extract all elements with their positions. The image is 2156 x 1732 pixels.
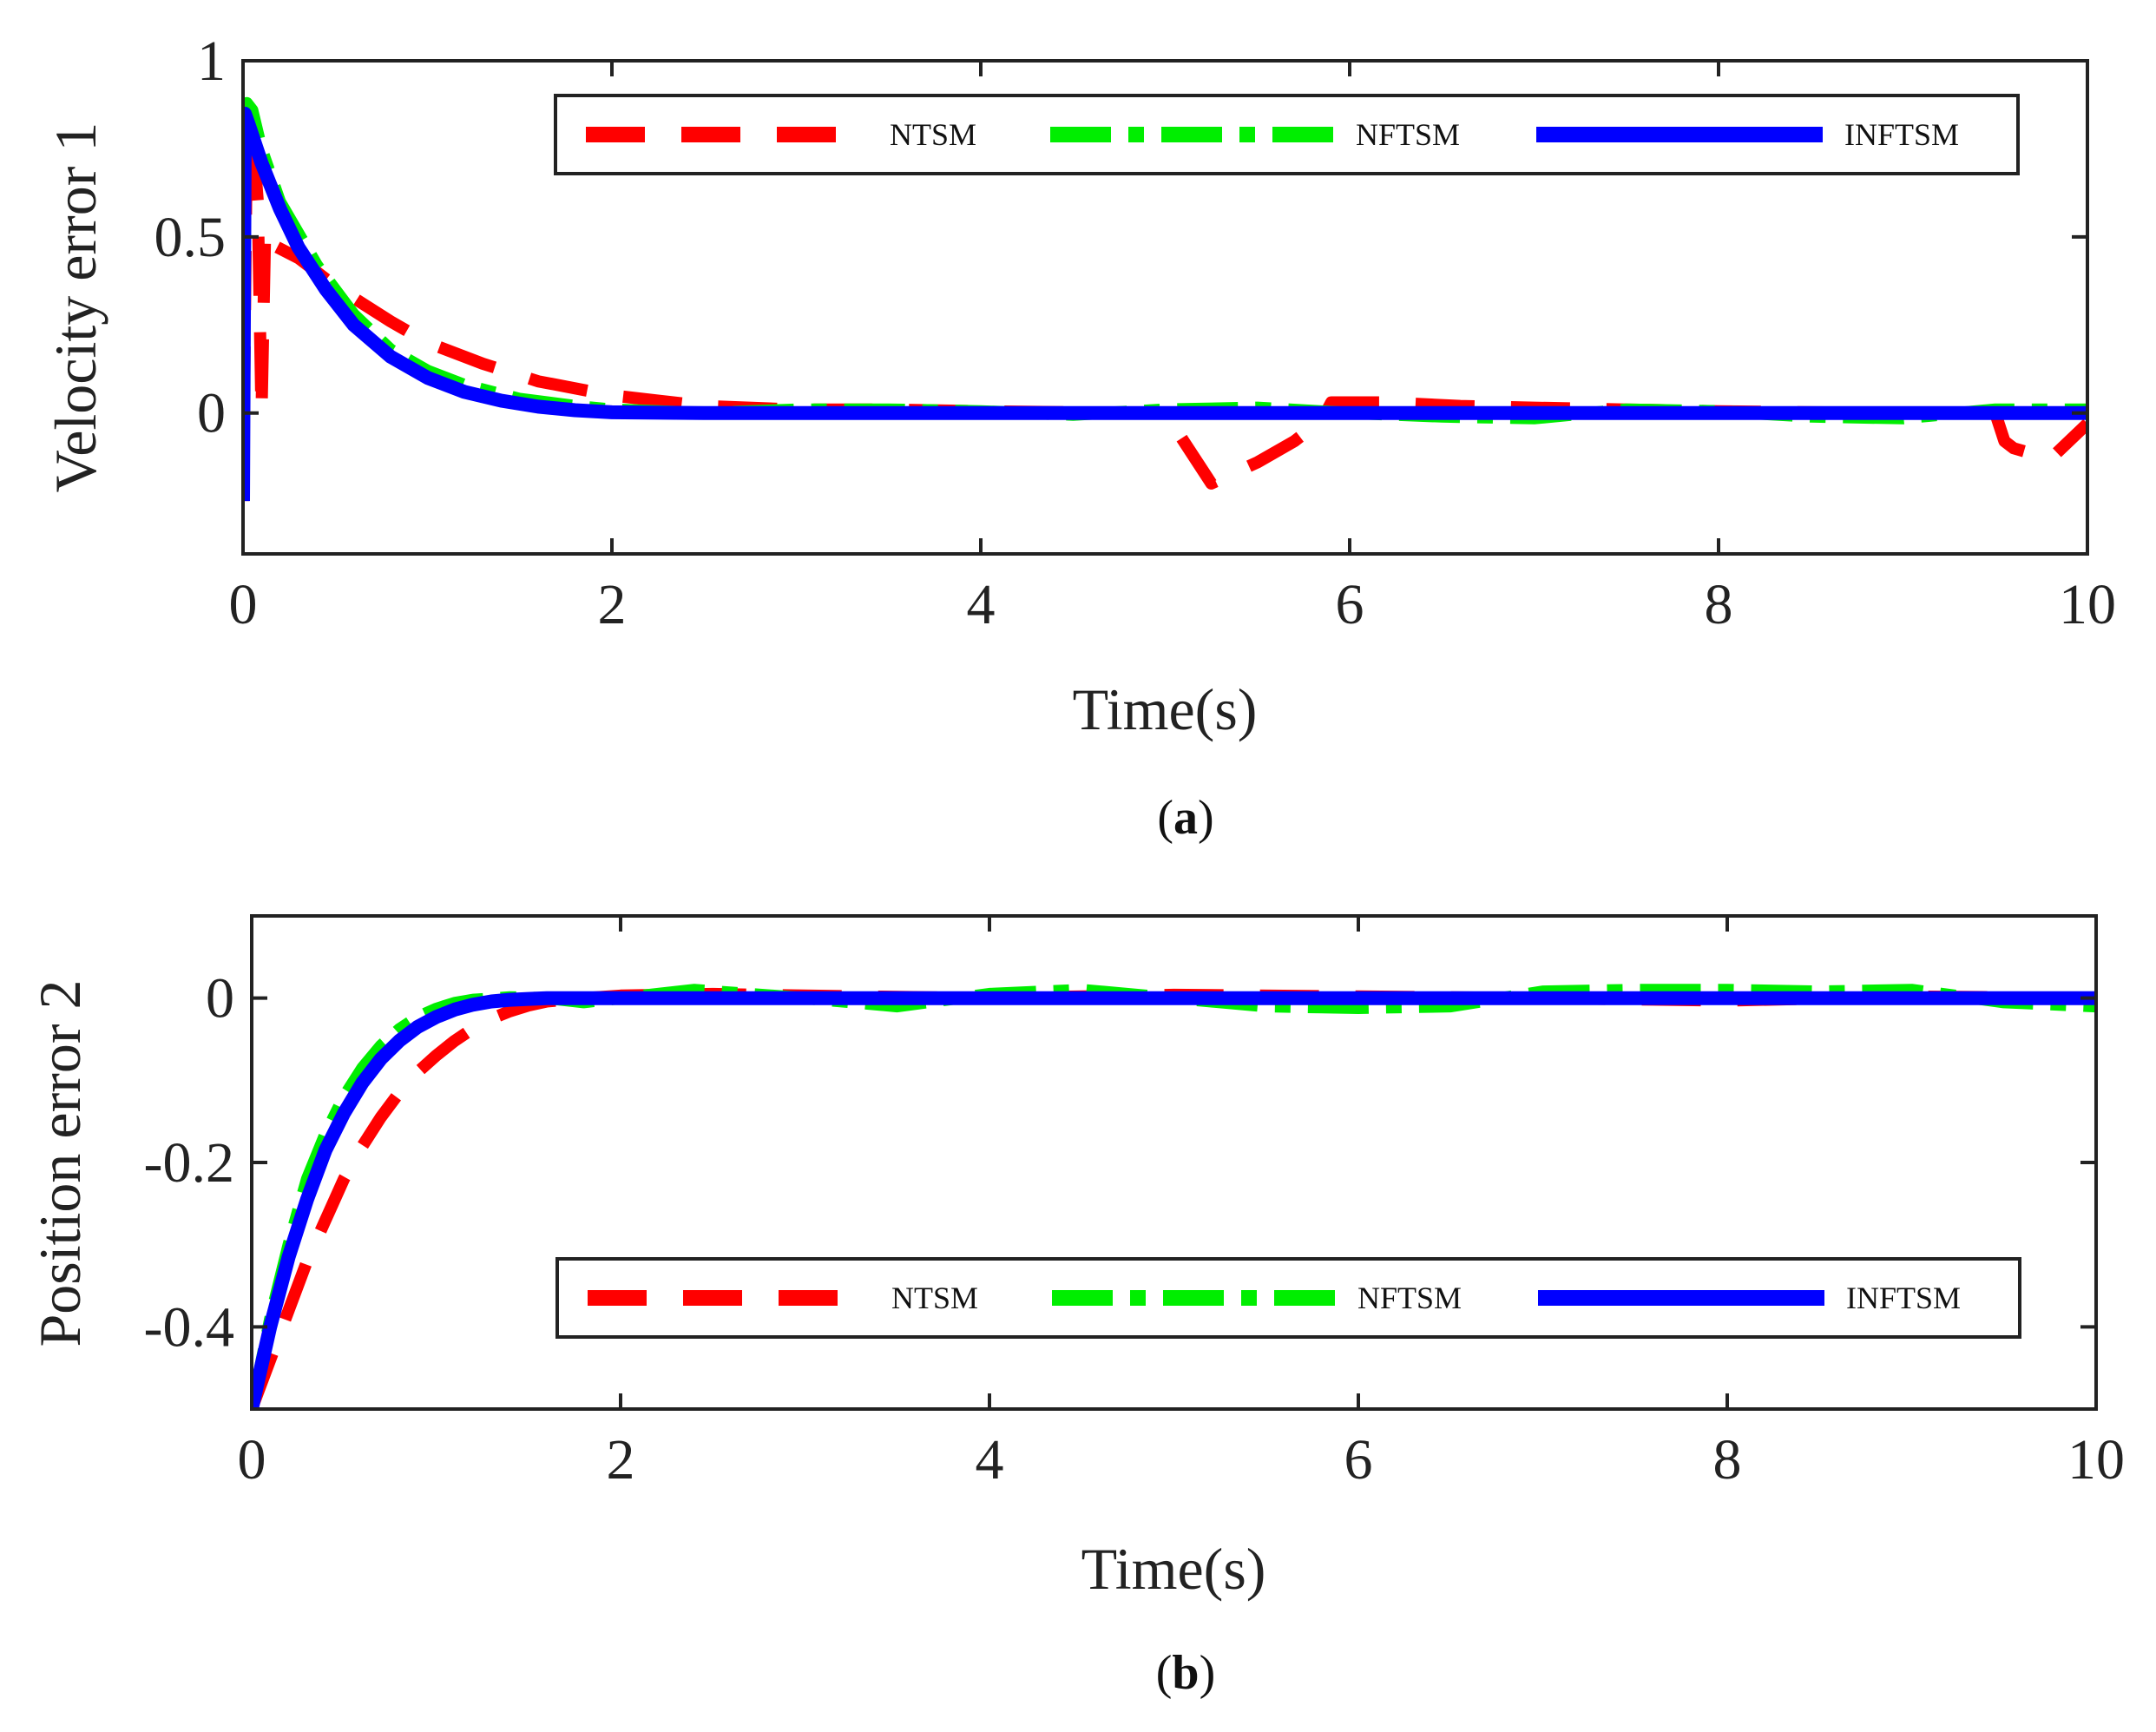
series-line-nftsm-b — [252, 984, 2096, 1409]
x-tick-label-a: 8 — [1705, 573, 1733, 636]
y-tick-label-a: 1 — [197, 30, 226, 93]
chart-velocity-error-1: 0 2 4 6 8 10 0 0.5 1 Time(s) Velocity error 1 NT… — [43, 30, 2116, 845]
x-tick-label-a: 2 — [598, 573, 627, 636]
y-tick-label-b: -0.2 — [144, 1131, 234, 1195]
series-line-ntsm-b — [252, 987, 2096, 1409]
x-tick-label-b: 6 — [1344, 1428, 1373, 1492]
x-axis-label-a: Time(s) — [1073, 676, 1258, 742]
legend-label-nftsm-a: NFTSM — [1356, 117, 1460, 152]
legend-label-inftsm-a: INFTSM — [1844, 117, 1959, 152]
series-line-inftsm-b — [252, 991, 2096, 1409]
x-tick-label-b: 8 — [1713, 1428, 1742, 1492]
y-tick-label-b: 0 — [206, 967, 234, 1031]
x-tick-label-b: 4 — [976, 1428, 1004, 1492]
x-tick-label-a: 10 — [2059, 573, 2116, 636]
y-tick-label-a: 0.5 — [154, 206, 227, 269]
y-tick-label-b: -0.4 — [144, 1295, 234, 1359]
legend-label-nftsm-b: NFTSM — [1357, 1281, 1462, 1315]
legend-label-inftsm-b: INFTSM — [1846, 1281, 1961, 1315]
x-tick-label-a: 4 — [967, 573, 996, 636]
caption-a: (a) — [1157, 791, 1213, 845]
x-tick-label-a: 0 — [229, 573, 258, 636]
x-tick-label-b: 2 — [607, 1428, 635, 1492]
y-axis-label-b: Position error 2 — [27, 979, 93, 1347]
legend-label-ntsm-a: NTSM — [890, 117, 976, 152]
legend-b: NTSM NFTSM INFTSM — [555, 1257, 2021, 1339]
x-axis-label-b: Time(s) — [1081, 1536, 1266, 1602]
legend-a: NTSM NFTSM INFTSM — [554, 94, 2020, 175]
x-tick-label-b: 10 — [2067, 1428, 2125, 1492]
plot-frame-a — [241, 59, 2089, 556]
legend-label-ntsm-b: NTSM — [891, 1281, 978, 1315]
chart-position-error-2: 0 2 4 6 8 10 -0.4 -0.2 0 Time(s) Position error … — [27, 914, 2125, 1700]
series-line-ntsm-a — [243, 125, 2087, 502]
caption-b: (b) — [1156, 1646, 1215, 1700]
x-tick-label-b: 0 — [238, 1428, 266, 1492]
y-tick-label-a: 0 — [197, 382, 226, 445]
y-axis-label-a: Velocity error 1 — [43, 122, 108, 493]
series-line-inftsm-a — [243, 106, 2087, 502]
x-tick-label-a: 6 — [1336, 573, 1364, 636]
